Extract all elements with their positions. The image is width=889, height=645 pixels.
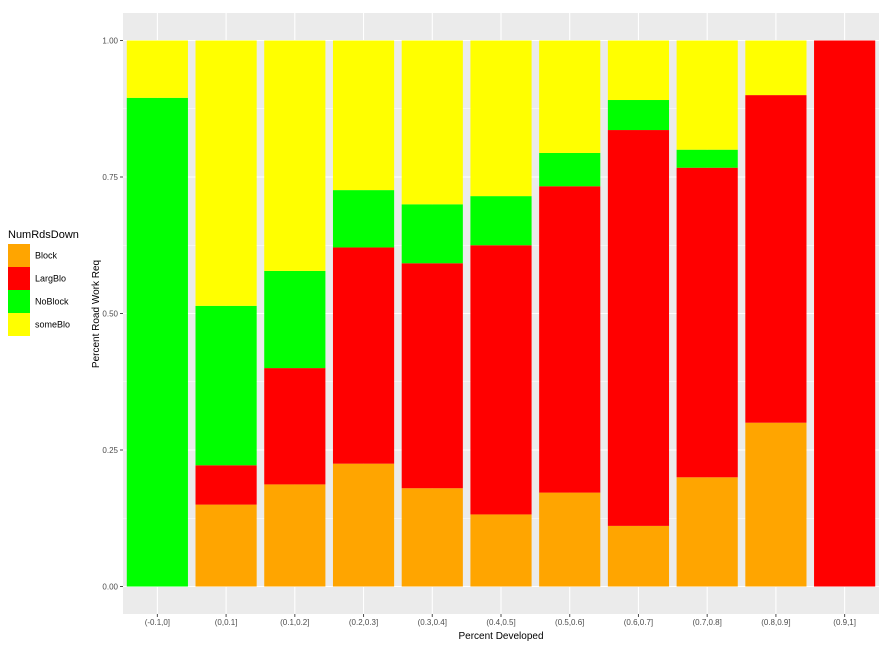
bar-segment-largblo (814, 40, 876, 587)
bar-segment-noblock (676, 149, 738, 168)
legend-label-someblo: someBlo (35, 320, 70, 330)
bar-segment-noblock (126, 97, 188, 587)
x-tick-label: (0.2,0.3] (349, 618, 378, 627)
bars (126, 40, 876, 587)
x-tick-label: (0.3,0.4] (418, 618, 447, 627)
x-tick-label: (0.7,0.8] (693, 618, 722, 627)
bar-segment-noblock (332, 190, 395, 248)
y-tick-label: 0.50 (102, 310, 118, 319)
y-tick-label: 0.00 (102, 583, 118, 592)
bar-segment-largblo (332, 247, 395, 464)
bar-segment-block (539, 492, 601, 587)
legend-title: NumRdsDown (8, 229, 79, 241)
y-tick-label: 1.00 (102, 37, 118, 46)
x-axis: (-0.1,0] (0,0.1] (0.1,0.2] (0.2,0.3] (0.3,0.… (145, 614, 856, 627)
bar-segment-someblo (195, 40, 257, 306)
bar-segment-noblock (195, 305, 257, 466)
legend-key-largblo (8, 267, 30, 290)
legend-label-largblo: LargBlo (35, 274, 66, 284)
bar-segment-someblo (126, 40, 188, 98)
bar-segment-largblo (470, 245, 532, 515)
x-tick-label: (0.5,0.6] (555, 618, 584, 627)
bar-segment-block (745, 422, 807, 587)
y-axis-title: Percent Road Work Req (91, 260, 102, 368)
y-axis: 0.00 0.25 0.50 0.75 1.00 (102, 37, 123, 592)
x-tick-label: (0.6,0.7] (624, 618, 653, 627)
y-tick-label: 0.75 (102, 173, 118, 182)
bar-segment-someblo (401, 40, 463, 205)
bar-segment-block (332, 463, 395, 587)
x-tick-label: (0.1,0.2] (280, 618, 309, 627)
y-tick-label: 0.25 (102, 446, 118, 455)
bar-segment-noblock (470, 196, 532, 246)
bar-segment-noblock (539, 152, 601, 187)
x-tick-label: (-0.1,0] (145, 618, 170, 627)
bar-segment-someblo (539, 40, 601, 153)
x-tick-label: (0.8,0.9] (761, 618, 790, 627)
x-tick-label: (0.4,0.5] (486, 618, 515, 627)
bar-segment-someblo (607, 40, 670, 101)
bar-segment-someblo (264, 40, 326, 271)
bar-segment-noblock (607, 100, 670, 131)
x-tick-label: (0.9,1] (833, 618, 856, 627)
bar-segment-someblo (745, 40, 807, 96)
bar-segment-largblo (401, 263, 463, 489)
bar-segment-someblo (332, 40, 395, 191)
bar-segment-largblo (195, 465, 257, 505)
bar-segment-largblo (264, 368, 326, 485)
legend-label-block: Block (35, 251, 58, 261)
bar-segment-block (401, 488, 463, 587)
bar-segment-someblo (470, 40, 532, 197)
bar-segment-block (195, 504, 257, 587)
bar-segment-block (264, 484, 326, 587)
x-tick-label: (0,0.1] (215, 618, 238, 627)
bar-segment-noblock (264, 270, 326, 369)
bar-segment-largblo (676, 167, 738, 478)
legend-label-noblock: NoBlock (35, 297, 69, 307)
bar-segment-noblock (401, 204, 463, 264)
legend-key-block (8, 244, 30, 267)
legend-key-noblock (8, 290, 30, 313)
bar-segment-largblo (745, 95, 807, 423)
legend: NumRdsDown Block LargBlo NoBlock someBlo (8, 229, 79, 336)
bar-segment-block (676, 477, 738, 587)
legend-key-someblo (8, 313, 30, 336)
x-axis-title: Percent Developed (458, 631, 543, 642)
bar-segment-block (470, 514, 532, 587)
bar-segment-largblo (607, 130, 670, 526)
bar-segment-block (607, 525, 670, 587)
bar-segment-largblo (539, 186, 601, 493)
bar-segment-someblo (676, 40, 738, 150)
